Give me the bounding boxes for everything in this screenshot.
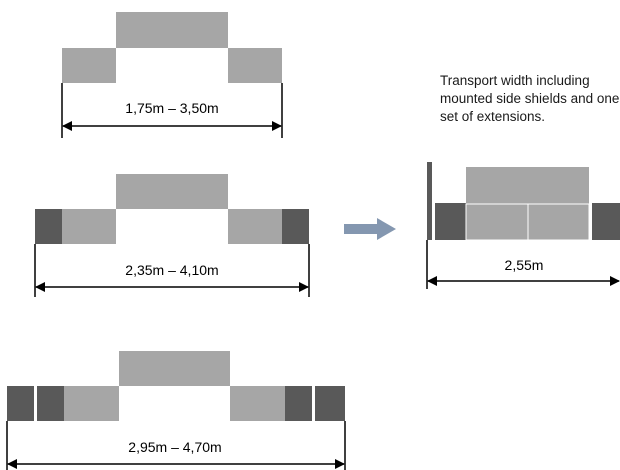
width-label: 1,75m – 3,50m — [125, 100, 218, 116]
config-two-extensions: 2,95m – 4,70m — [6, 351, 346, 470]
config-one-extension: 2,35m – 4,10m — [34, 174, 310, 297]
side-block-right — [228, 48, 282, 83]
right-arrow-icon — [344, 218, 396, 240]
extension-block-right — [282, 209, 309, 244]
transport-config: 2,55m — [426, 162, 620, 289]
center-block — [116, 12, 228, 48]
side-block-right — [228, 209, 282, 244]
center-block — [466, 167, 589, 204]
side-shield — [427, 162, 432, 240]
width-label: 2,95m – 4,70m — [128, 439, 221, 455]
extension-block-right — [592, 203, 620, 240]
center-block — [119, 351, 230, 386]
extension-block-right-inner — [285, 386, 312, 421]
extension-block-left — [35, 209, 62, 244]
side-block-right — [230, 386, 285, 421]
folded-side-block-left — [465, 203, 529, 241]
width-label: 2,35m – 4,10m — [125, 262, 218, 278]
side-block-left — [62, 209, 116, 244]
folded-side-block-right — [527, 203, 590, 241]
extension-block-left-outer — [7, 386, 34, 421]
extension-block-left — [435, 203, 466, 240]
extension-block-right-outer — [315, 386, 345, 421]
side-block-left — [62, 48, 116, 83]
extension-block-left-inner — [37, 386, 64, 421]
transport-width-label: 2,55m — [505, 257, 544, 273]
config-base: 1,75m – 3,50m — [61, 12, 283, 138]
transport-note: Transport width including mounted side s… — [440, 73, 620, 124]
center-block — [116, 174, 228, 209]
side-block-left — [64, 386, 119, 421]
